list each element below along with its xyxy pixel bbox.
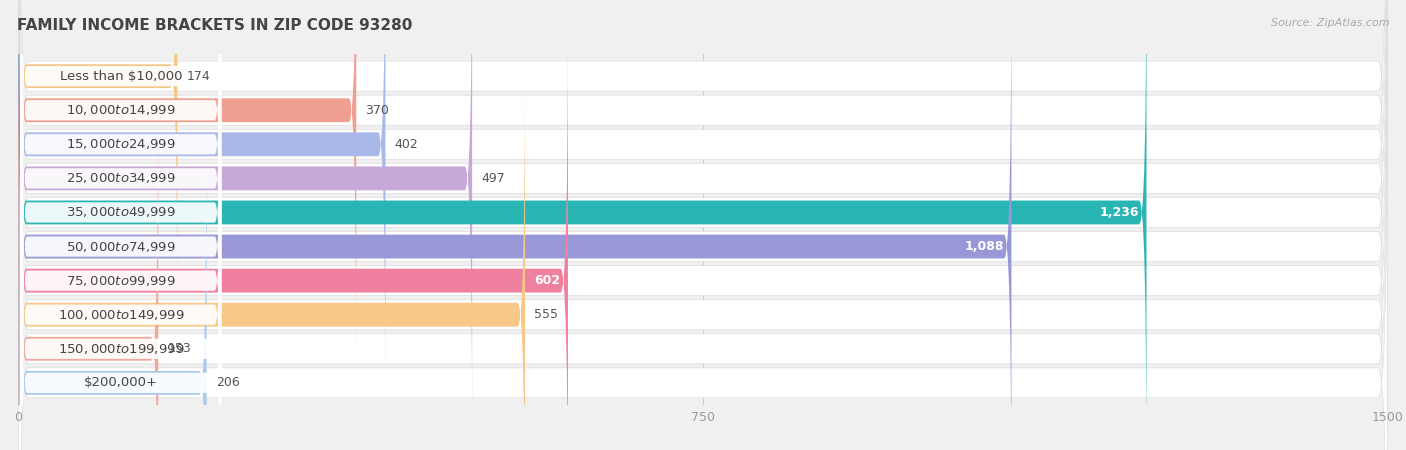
Text: Source: ZipAtlas.com: Source: ZipAtlas.com	[1271, 18, 1389, 28]
Text: Less than $10,000: Less than $10,000	[59, 70, 181, 83]
FancyBboxPatch shape	[18, 0, 1388, 450]
Text: 1,088: 1,088	[965, 240, 1004, 253]
Text: 602: 602	[534, 274, 561, 287]
Text: 174: 174	[187, 70, 211, 83]
Text: FAMILY INCOME BRACKETS IN ZIP CODE 93280: FAMILY INCOME BRACKETS IN ZIP CODE 93280	[17, 18, 412, 33]
Text: $35,000 to $49,999: $35,000 to $49,999	[66, 206, 176, 220]
Text: 153: 153	[167, 342, 191, 355]
Text: 206: 206	[215, 376, 239, 389]
Text: $150,000 to $199,999: $150,000 to $199,999	[58, 342, 184, 356]
FancyBboxPatch shape	[18, 0, 1388, 436]
Text: $200,000+: $200,000+	[84, 376, 157, 389]
Text: 555: 555	[534, 308, 558, 321]
Text: $75,000 to $99,999: $75,000 to $99,999	[66, 274, 176, 288]
FancyBboxPatch shape	[18, 0, 472, 439]
Text: $100,000 to $149,999: $100,000 to $149,999	[58, 308, 184, 322]
FancyBboxPatch shape	[18, 0, 385, 405]
FancyBboxPatch shape	[21, 154, 221, 450]
FancyBboxPatch shape	[21, 18, 221, 450]
FancyBboxPatch shape	[18, 23, 1388, 450]
FancyBboxPatch shape	[18, 0, 1388, 450]
Text: $10,000 to $14,999: $10,000 to $14,999	[66, 103, 176, 117]
Text: $50,000 to $74,999: $50,000 to $74,999	[66, 239, 176, 253]
FancyBboxPatch shape	[18, 54, 524, 450]
Text: 1,236: 1,236	[1099, 206, 1139, 219]
FancyBboxPatch shape	[18, 122, 207, 450]
FancyBboxPatch shape	[21, 0, 221, 339]
FancyBboxPatch shape	[21, 86, 221, 450]
FancyBboxPatch shape	[18, 0, 1388, 450]
FancyBboxPatch shape	[18, 0, 1388, 450]
FancyBboxPatch shape	[21, 120, 221, 450]
FancyBboxPatch shape	[18, 20, 568, 450]
FancyBboxPatch shape	[18, 0, 356, 371]
FancyBboxPatch shape	[21, 0, 221, 305]
Text: 402: 402	[395, 138, 419, 151]
FancyBboxPatch shape	[21, 0, 221, 407]
FancyBboxPatch shape	[18, 57, 1388, 450]
Text: 497: 497	[481, 172, 505, 185]
FancyBboxPatch shape	[18, 0, 1146, 450]
FancyBboxPatch shape	[18, 0, 1388, 450]
FancyBboxPatch shape	[18, 88, 159, 450]
FancyBboxPatch shape	[21, 52, 221, 450]
Text: $25,000 to $34,999: $25,000 to $34,999	[66, 171, 176, 185]
Text: $15,000 to $24,999: $15,000 to $24,999	[66, 137, 176, 151]
FancyBboxPatch shape	[18, 0, 1388, 402]
FancyBboxPatch shape	[18, 0, 1388, 450]
FancyBboxPatch shape	[18, 0, 177, 337]
Text: 370: 370	[366, 104, 389, 117]
FancyBboxPatch shape	[21, 0, 221, 441]
FancyBboxPatch shape	[21, 0, 221, 373]
FancyBboxPatch shape	[18, 0, 1011, 450]
